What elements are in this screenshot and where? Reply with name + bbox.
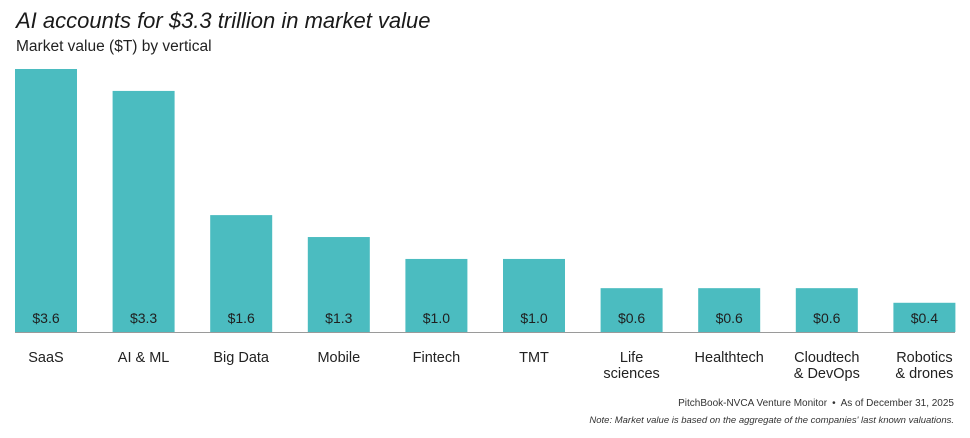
category-label-7: Healthtech <box>695 350 764 366</box>
source-text: PitchBook-NVCA Venture Monitor <box>678 398 828 409</box>
category-label-line: SaaS <box>28 350 63 366</box>
bar-5 <box>503 258 565 332</box>
bar-3 <box>307 237 370 332</box>
footnote: Note: Market value is based on the aggre… <box>589 415 954 426</box>
category-label-9: Robotics & drones <box>895 350 953 382</box>
bar-value-label-2: $1.6 <box>228 310 255 326</box>
bar-2 <box>210 215 273 332</box>
category-label-line: Big Data <box>213 350 270 366</box>
bar-value-label-5: $1.0 <box>520 310 547 326</box>
bar-7 <box>698 288 761 332</box>
bar-9 <box>893 302 956 332</box>
category-label-1: AI & ML <box>118 350 170 366</box>
bar-value-label-9: $0.4 <box>911 310 938 326</box>
bar-value-label-4: $1.0 <box>423 310 450 326</box>
as-of-date: As of December 31, 2025 <box>840 398 954 409</box>
category-label-line: & DevOps <box>794 366 860 382</box>
category-label-line: Healthtech <box>695 350 764 366</box>
category-label-6: Life sciences <box>603 350 659 382</box>
source-line: PitchBook-NVCA Venture Monitor • As of Dec… <box>678 398 954 409</box>
category-label-line: & drones <box>895 366 953 382</box>
bar-4 <box>405 258 468 332</box>
category-label-line: AI & ML <box>118 350 170 366</box>
bar-value-label-7: $0.6 <box>716 310 743 326</box>
bar-value-label-6: $0.6 <box>618 310 645 326</box>
chart-subtitle: Market value ($T) by vertical <box>16 38 212 55</box>
bar-1 <box>112 90 175 333</box>
category-label-line: sciences <box>603 366 659 382</box>
category-label-line: Robotics <box>896 350 952 366</box>
bar-0 <box>15 69 77 332</box>
category-label-2: Big Data <box>213 350 270 366</box>
category-label-line: Cloudtech <box>794 350 859 366</box>
category-label-4: Fintech <box>413 350 461 366</box>
category-label-line: Mobile <box>317 350 360 366</box>
bar-8 <box>795 288 858 332</box>
category-label-8: Cloudtech & DevOps <box>794 350 860 382</box>
chart-title: AI accounts for $3.3 trillion in market … <box>16 8 431 33</box>
bar-value-label-8: $0.6 <box>813 310 840 326</box>
category-label-line: TMT <box>519 350 549 366</box>
category-label-3: Mobile <box>317 350 360 366</box>
bar-value-label-1: $3.3 <box>130 310 157 326</box>
bar-6 <box>600 288 663 332</box>
category-label-line: Fintech <box>413 350 461 366</box>
category-label-5: TMT <box>519 350 549 366</box>
category-label-line: Life <box>620 350 643 366</box>
bar-value-label-3: $1.3 <box>325 310 352 326</box>
bar-chart: $3.6 SaaS $3.3 AI & ML $1.6 Big Data $1.3 Mobil… <box>15 69 956 382</box>
separator-dot: • <box>832 398 836 409</box>
category-label-0: SaaS <box>28 350 63 366</box>
bar-value-label-0: $3.6 <box>32 310 59 326</box>
